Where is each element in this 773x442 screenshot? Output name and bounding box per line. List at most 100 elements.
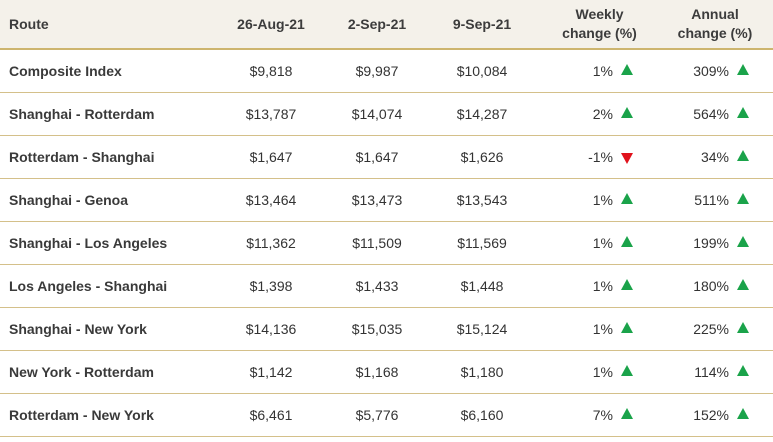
route-cell: Rotterdam - New York <box>0 393 210 437</box>
weekly-change-cell: -1% <box>542 135 657 179</box>
date-2-cell: $1,647 <box>332 135 422 179</box>
annual-change-value: 225% <box>693 321 729 337</box>
route-cell: Shanghai - Los Angeles <box>0 221 210 265</box>
route-cell: Rotterdam - Shanghai <box>0 135 210 179</box>
triangle-up-icon <box>621 365 633 376</box>
annual-change-cell: 225% <box>657 307 773 351</box>
triangle-up-icon <box>621 408 633 419</box>
annual-change-cell: 152% <box>657 393 773 437</box>
table-row: Rotterdam - New York $6,461 $5,776 $6,160 7%… <box>0 393 773 437</box>
annual-change-cell: 34% <box>657 135 773 179</box>
annual-change-value: 152% <box>693 407 729 423</box>
date-2-cell: $5,776 <box>332 393 422 437</box>
date-3-cell: $1,180 <box>422 350 542 394</box>
triangle-up-icon <box>737 193 749 204</box>
triangle-up-icon <box>621 236 633 247</box>
weekly-change-value: 1% <box>592 63 613 79</box>
annual-change-cell: 564% <box>657 92 773 136</box>
date-2-cell: $9,987 <box>332 49 422 93</box>
table-row: Los Angeles - Shanghai $1,398 $1,433 $1,448… <box>0 264 773 308</box>
triangle-up-icon <box>737 365 749 376</box>
table-body: Composite Index $9,818 $9,987 $10,084 1% 309%… <box>0 49 773 437</box>
weekly-change-value: 1% <box>592 364 613 380</box>
triangle-up-icon <box>737 236 749 247</box>
date-2-cell: $15,035 <box>332 307 422 351</box>
triangle-down-icon <box>621 153 633 164</box>
table-row: Composite Index $9,818 $9,987 $10,084 1% 309% <box>0 49 773 93</box>
weekly-change-cell: 1% <box>542 221 657 265</box>
weekly-change-cell: 1% <box>542 178 657 222</box>
triangle-up-icon <box>621 107 633 118</box>
date-1-cell: $1,647 <box>210 135 332 179</box>
weekly-change-value: 7% <box>592 407 613 423</box>
header-date-1: 26-Aug-21 <box>210 0 332 49</box>
table-header: Route 26-Aug-21 2-Sep-21 9-Sep-21 Weekly… <box>0 0 773 49</box>
weekly-change-value: 1% <box>592 278 613 294</box>
route-cell: Composite Index <box>0 49 210 93</box>
weekly-change-cell: 2% <box>542 92 657 136</box>
date-3-cell: $15,124 <box>422 307 542 351</box>
triangle-up-icon <box>621 64 633 75</box>
table-row: Shanghai - Rotterdam $13,787 $14,074 $14,28… <box>0 92 773 136</box>
date-3-cell: $1,448 <box>422 264 542 308</box>
annual-change-value: 114% <box>694 364 729 380</box>
table-row: Rotterdam - Shanghai $1,647 $1,647 $1,626 -1… <box>0 135 773 179</box>
weekly-change-cell: 1% <box>542 350 657 394</box>
date-3-cell: $14,287 <box>422 92 542 136</box>
triangle-up-icon <box>621 279 633 290</box>
triangle-up-icon <box>737 150 749 161</box>
date-2-cell: $14,074 <box>332 92 422 136</box>
header-date-2: 2-Sep-21 <box>332 0 422 49</box>
annual-change-value: 511% <box>694 192 729 208</box>
triangle-up-icon <box>621 193 633 204</box>
weekly-change-value: 1% <box>592 192 613 208</box>
triangle-up-icon <box>737 107 749 118</box>
header-annual-line1: Annual <box>691 6 739 22</box>
annual-change-value: 564% <box>693 106 729 122</box>
annual-change-cell: 511% <box>657 178 773 222</box>
triangle-up-icon <box>737 279 749 290</box>
weekly-change-cell: 1% <box>542 49 657 93</box>
weekly-change-cell: 7% <box>542 393 657 437</box>
table-row: Shanghai - New York $14,136 $15,035 $15,124… <box>0 307 773 351</box>
date-1-cell: $13,464 <box>210 178 332 222</box>
route-cell: Los Angeles - Shanghai <box>0 264 210 308</box>
route-cell: Shanghai - Rotterdam <box>0 92 210 136</box>
header-annual-change: Annual change (%) <box>657 0 773 49</box>
annual-change-cell: 114% <box>657 350 773 394</box>
date-2-cell: $13,473 <box>332 178 422 222</box>
header-weekly-line1: Weekly <box>575 6 624 22</box>
header-route: Route <box>0 0 210 49</box>
date-1-cell: $1,142 <box>210 350 332 394</box>
table-row: Shanghai - Los Angeles $11,362 $11,509 $11,… <box>0 221 773 265</box>
annual-change-value: 34% <box>700 149 729 165</box>
annual-change-value: 180% <box>693 278 729 294</box>
date-1-cell: $14,136 <box>210 307 332 351</box>
annual-change-cell: 309% <box>657 49 773 93</box>
annual-change-cell: 199% <box>657 221 773 265</box>
table-row: Shanghai - Genoa $13,464 $13,473 $13,543 1% 5… <box>0 178 773 222</box>
header-weekly-change: Weekly change (%) <box>542 0 657 49</box>
date-1-cell: $11,362 <box>210 221 332 265</box>
triangle-up-icon <box>737 322 749 333</box>
annual-change-value: 309% <box>693 63 729 79</box>
date-3-cell: $13,543 <box>422 178 542 222</box>
date-3-cell: $10,084 <box>422 49 542 93</box>
header-annual-line2: change (%) <box>677 25 753 41</box>
route-cell: Shanghai - New York <box>0 307 210 351</box>
date-3-cell: $6,160 <box>422 393 542 437</box>
date-3-cell: $1,626 <box>422 135 542 179</box>
annual-change-cell: 180% <box>657 264 773 308</box>
date-2-cell: $11,509 <box>332 221 422 265</box>
triangle-up-icon <box>621 322 633 333</box>
weekly-change-cell: 1% <box>542 307 657 351</box>
date-1-cell: $6,461 <box>210 393 332 437</box>
weekly-change-cell: 1% <box>542 264 657 308</box>
weekly-change-value: 2% <box>592 106 613 122</box>
date-2-cell: $1,433 <box>332 264 422 308</box>
date-1-cell: $13,787 <box>210 92 332 136</box>
date-3-cell: $11,569 <box>422 221 542 265</box>
weekly-change-value: 1% <box>592 235 613 251</box>
table-row: New York - Rotterdam $1,142 $1,168 $1,180 1%… <box>0 350 773 394</box>
